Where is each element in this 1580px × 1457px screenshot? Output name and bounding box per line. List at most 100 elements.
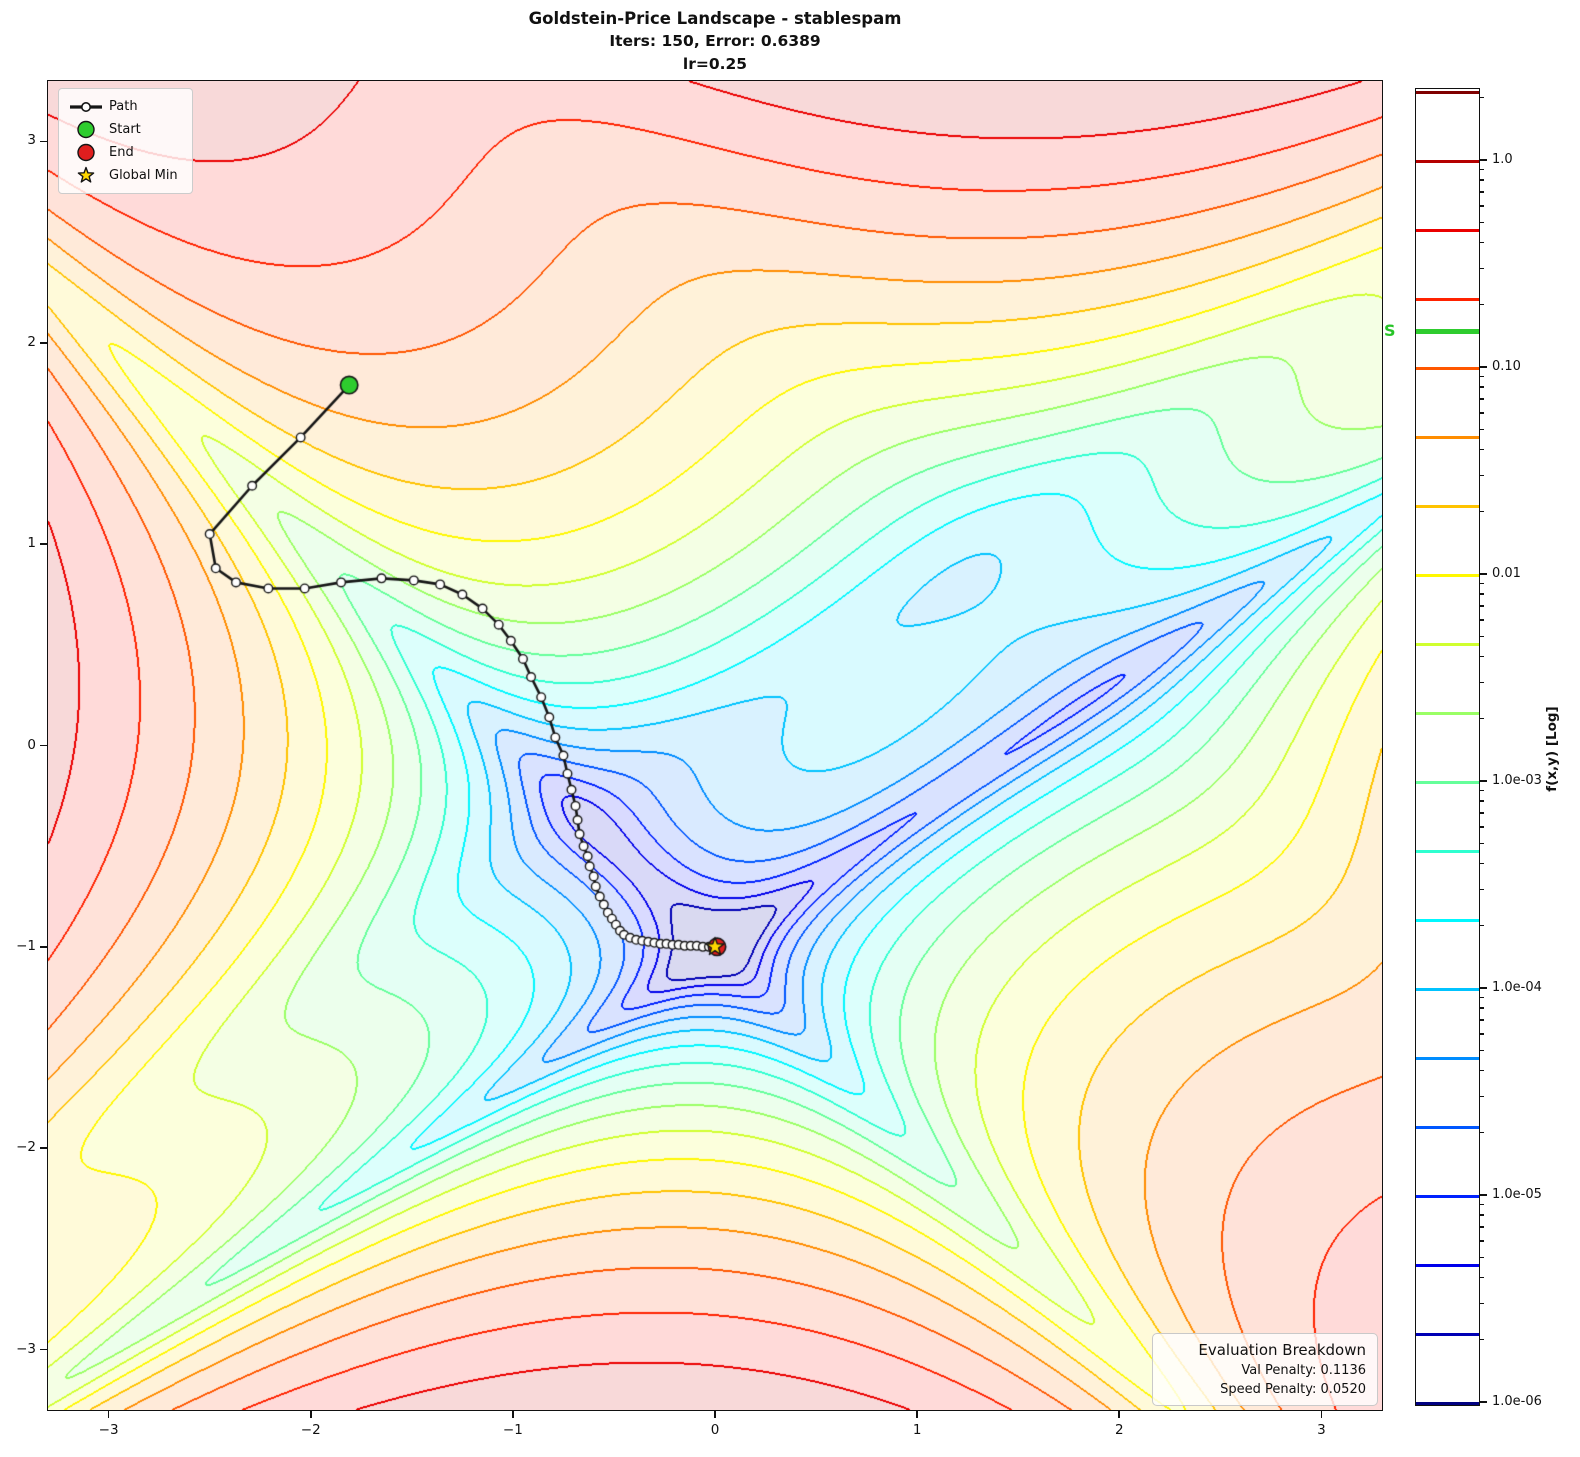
colorbar-tick-label: 1.0 bbox=[1492, 151, 1513, 167]
legend: Path Start End Global M bbox=[58, 88, 193, 194]
y-tick-label: −3 bbox=[16, 1340, 36, 1357]
y-tick-label: −2 bbox=[16, 1139, 36, 1156]
colorbar-minor-tick bbox=[1480, 448, 1484, 450]
colorbar-minor-tick bbox=[1480, 800, 1484, 802]
colorbar-minor-tick bbox=[1480, 1214, 1484, 1216]
y-tick-mark bbox=[40, 140, 48, 143]
chart-title: Goldstein-Price Landscape - stablespam I… bbox=[48, 7, 1382, 76]
colorbar-minor-tick bbox=[1480, 412, 1484, 414]
path-line-icon bbox=[67, 98, 105, 116]
colorbar-minor-tick bbox=[1480, 428, 1484, 430]
score-marker-label: S bbox=[1384, 321, 1396, 340]
colorbar-tick-label: 1.0e-03 bbox=[1492, 772, 1542, 788]
legend-item-end: End bbox=[67, 141, 178, 164]
colorbar-minor-tick bbox=[1480, 1203, 1484, 1206]
colorbar-minor-tick bbox=[1480, 1069, 1484, 1071]
colorbar-minor-tick bbox=[1480, 1033, 1484, 1035]
eval-box-title: Evaluation Breakdown bbox=[1198, 1341, 1366, 1359]
colorbar-minor-tick bbox=[1480, 1226, 1484, 1228]
colorbar-minor-tick bbox=[1480, 304, 1484, 306]
colorbar-minor-tick bbox=[1480, 205, 1484, 207]
x-tick-mark bbox=[512, 1410, 514, 1418]
colorbar-minor-tick bbox=[1480, 605, 1484, 607]
y-tick-mark bbox=[40, 1348, 48, 1351]
colorbar-minor-tick bbox=[1480, 375, 1484, 378]
x-tick-label: 0 bbox=[710, 1422, 720, 1438]
x-tick-label: −2 bbox=[300, 1422, 321, 1438]
colorbar-minor-tick bbox=[1480, 474, 1484, 476]
colorbar-minor-tick bbox=[1480, 718, 1484, 720]
colorbar-minor-tick bbox=[1480, 582, 1484, 585]
x-tick-label: 1 bbox=[912, 1422, 922, 1438]
colorbar-tick-label: 1.0e-05 bbox=[1492, 1186, 1542, 1202]
end-marker-icon bbox=[67, 143, 105, 162]
y-tick-mark bbox=[40, 341, 48, 344]
colorbar-level-line bbox=[1416, 1194, 1479, 1198]
colorbar-minor-tick bbox=[1480, 398, 1484, 400]
colorbar-minor-tick bbox=[1480, 681, 1484, 683]
colorbar-level-line bbox=[1416, 1263, 1479, 1267]
y-tick-mark bbox=[40, 744, 48, 747]
colorbar-axis-label: f(x,y) [Log] bbox=[1544, 706, 1560, 792]
colorbar-level-line bbox=[1416, 987, 1479, 991]
colorbar-tick-label: 1.0e-04 bbox=[1492, 979, 1542, 995]
colorbar-minor-tick bbox=[1480, 1095, 1484, 1097]
colorbar-minor-tick bbox=[1480, 842, 1484, 844]
x-tick-mark bbox=[107, 1410, 110, 1418]
colorbar-minor-tick bbox=[1480, 1276, 1484, 1278]
colorbar-minor-tick bbox=[1480, 191, 1484, 193]
y-tick-mark bbox=[40, 1147, 48, 1150]
legend-item-start: Start bbox=[67, 118, 178, 141]
colorbar-major-tick bbox=[1480, 366, 1487, 368]
x-tick-label: 2 bbox=[1114, 1422, 1124, 1438]
colorbar-minor-tick bbox=[1480, 812, 1484, 814]
colorbar-level-line bbox=[1416, 297, 1479, 301]
colorbar-level-line bbox=[1416, 1332, 1479, 1336]
colorbar-minor-tick bbox=[1480, 241, 1484, 243]
colorbar-major-tick bbox=[1480, 1401, 1487, 1403]
colorbar-minor-tick bbox=[1480, 1339, 1484, 1341]
legend-label-path: Path bbox=[109, 99, 138, 114]
y-tick-mark bbox=[40, 946, 48, 948]
colorbar-level-line bbox=[1416, 642, 1479, 646]
colorbar-level-line bbox=[1416, 435, 1479, 439]
x-tick-label: 3 bbox=[1317, 1422, 1326, 1438]
legend-label-end: End bbox=[109, 145, 134, 160]
colorbar-minor-tick bbox=[1480, 635, 1484, 637]
legend-label-global-min: Global Min bbox=[109, 168, 178, 183]
colorbar-minor-tick bbox=[1480, 386, 1484, 388]
y-tick-label: 0 bbox=[27, 736, 36, 753]
score-marker-line bbox=[1416, 329, 1479, 335]
colorbar-minor-tick bbox=[1480, 97, 1484, 99]
colorbar-minor-tick bbox=[1480, 168, 1484, 171]
x-tick-mark bbox=[1118, 1410, 1121, 1418]
y-tick-label: 2 bbox=[27, 333, 36, 350]
colorbar-minor-tick bbox=[1480, 593, 1484, 595]
colorbar-tick-label: 0.10 bbox=[1492, 358, 1521, 374]
x-tick-mark bbox=[309, 1410, 312, 1418]
colorbar-tick-label: 0.01 bbox=[1492, 565, 1521, 581]
colorbar-major-tick bbox=[1480, 159, 1487, 161]
colorbar-minor-tick bbox=[1480, 179, 1484, 181]
colorbar-minor-tick bbox=[1480, 1302, 1484, 1304]
colorbar-tick-label: 1.0e-06 bbox=[1492, 1393, 1542, 1409]
colorbar-level-line bbox=[1416, 1125, 1479, 1129]
y-tick-label: −1 bbox=[16, 937, 36, 954]
colorbar-minor-tick bbox=[1480, 1256, 1484, 1258]
optimizer-path-canvas bbox=[48, 81, 1382, 1410]
colorbar-level-line bbox=[1416, 1401, 1479, 1405]
colorbar-minor-tick bbox=[1480, 1132, 1484, 1134]
colorbar-level-line bbox=[1416, 711, 1479, 715]
title-line-3: lr=0.25 bbox=[682, 55, 748, 73]
colorbar-level-line bbox=[1416, 366, 1479, 370]
y-tick-label: 1 bbox=[27, 535, 36, 552]
y-tick-mark bbox=[40, 543, 48, 545]
colorbar-minor-tick bbox=[1480, 925, 1484, 927]
colorbar-level-line bbox=[1416, 573, 1479, 577]
colorbar-major-tick bbox=[1480, 780, 1487, 782]
eval-speed-penalty: Speed Penalty: 0.0520 bbox=[1220, 1382, 1366, 1397]
x-tick-label: −1 bbox=[502, 1422, 523, 1438]
colorbar-major-tick bbox=[1480, 1194, 1487, 1196]
colorbar-minor-tick bbox=[1480, 1019, 1484, 1021]
